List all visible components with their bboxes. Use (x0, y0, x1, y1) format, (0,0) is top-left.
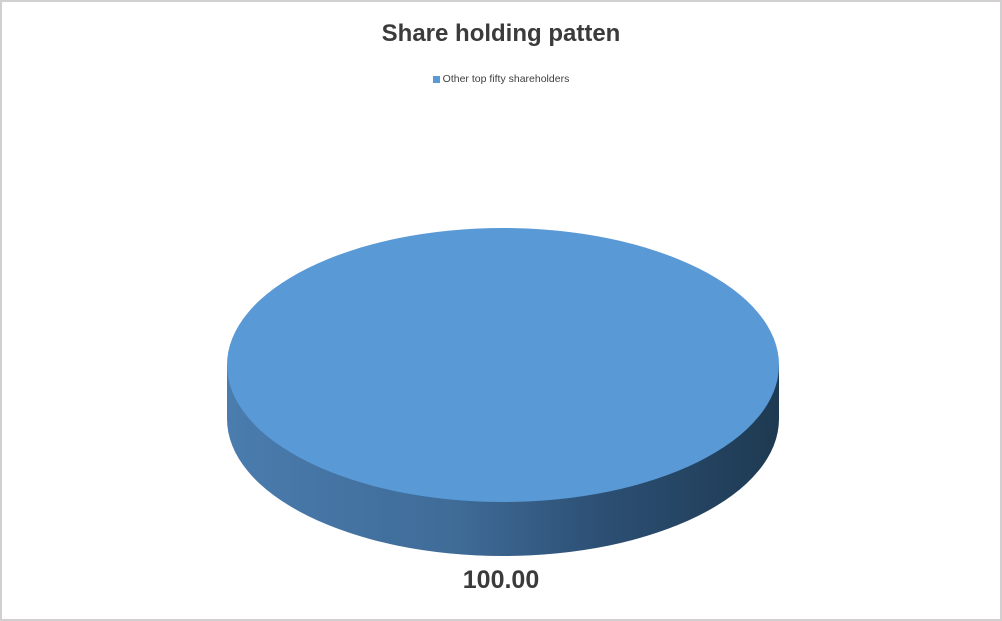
pie-slice-top[interactable] (227, 228, 779, 502)
legend-marker-swatch (432, 75, 440, 83)
legend-item-label: Other top fifty shareholders (442, 73, 570, 85)
legend-marker-icon (432, 75, 440, 83)
legend-item[interactable]: Other top fifty shareholders (432, 72, 570, 86)
legend: Other top fifty shareholders (2, 72, 1000, 86)
chart-title: Share holding patten (381, 20, 621, 47)
data-label: 100.00 (462, 566, 540, 594)
